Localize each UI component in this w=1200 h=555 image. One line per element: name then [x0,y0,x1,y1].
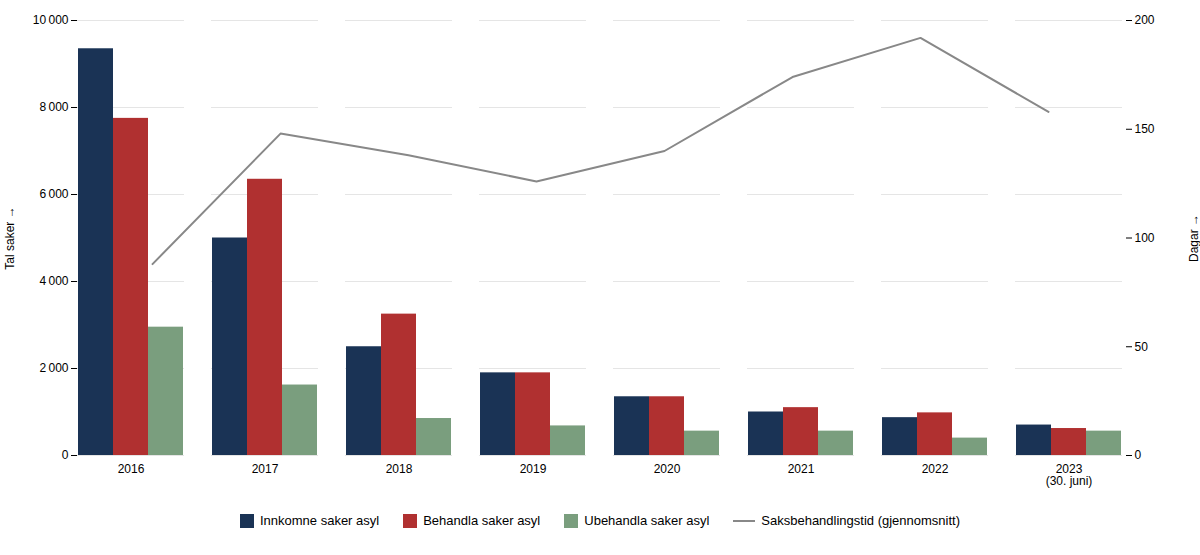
svg-text:2023(30. juni): 2023(30. juni) [1046,462,1093,488]
svg-text:Tal saker →: Tal saker → [3,206,17,269]
html-text:Behandla saker asyl: Behandla saker asyl [423,513,541,528]
svg-text:4 000: 4 000 [39,274,68,288]
svg-text:2021: 2021 [788,462,815,476]
html-text:Saksbehandlingstid (gjennomsni: Saksbehandlingstid (gjennomsnitt) [761,513,960,528]
svg-text:10 000: 10 000 [33,13,69,27]
svg-text:100: 100 [1135,231,1155,245]
svg-text:200: 200 [1135,13,1155,27]
svg-text:Dagar →: Dagar → [1187,214,1200,262]
svg-text:50: 50 [1135,340,1149,354]
svg-text:2018: 2018 [386,462,413,476]
svg-text:2022: 2022 [922,462,949,476]
svg-text:2020: 2020 [654,462,681,476]
html-text:Innkomne saker asyl: Innkomne saker asyl [260,513,380,528]
svg-text:2 000: 2 000 [39,361,68,375]
svg-text:2016: 2016 [118,462,145,476]
svg-text:0: 0 [1135,448,1142,462]
svg-text:2017: 2017 [252,462,279,476]
html-text:Ubehandla saker asyl: Ubehandla saker asyl [584,513,710,528]
svg-text:8 000: 8 000 [39,100,68,114]
svg-text:6 000: 6 000 [39,187,68,201]
svg-text:150: 150 [1135,122,1155,136]
svg-text:0: 0 [62,448,69,462]
svg-text:2019: 2019 [520,462,547,476]
